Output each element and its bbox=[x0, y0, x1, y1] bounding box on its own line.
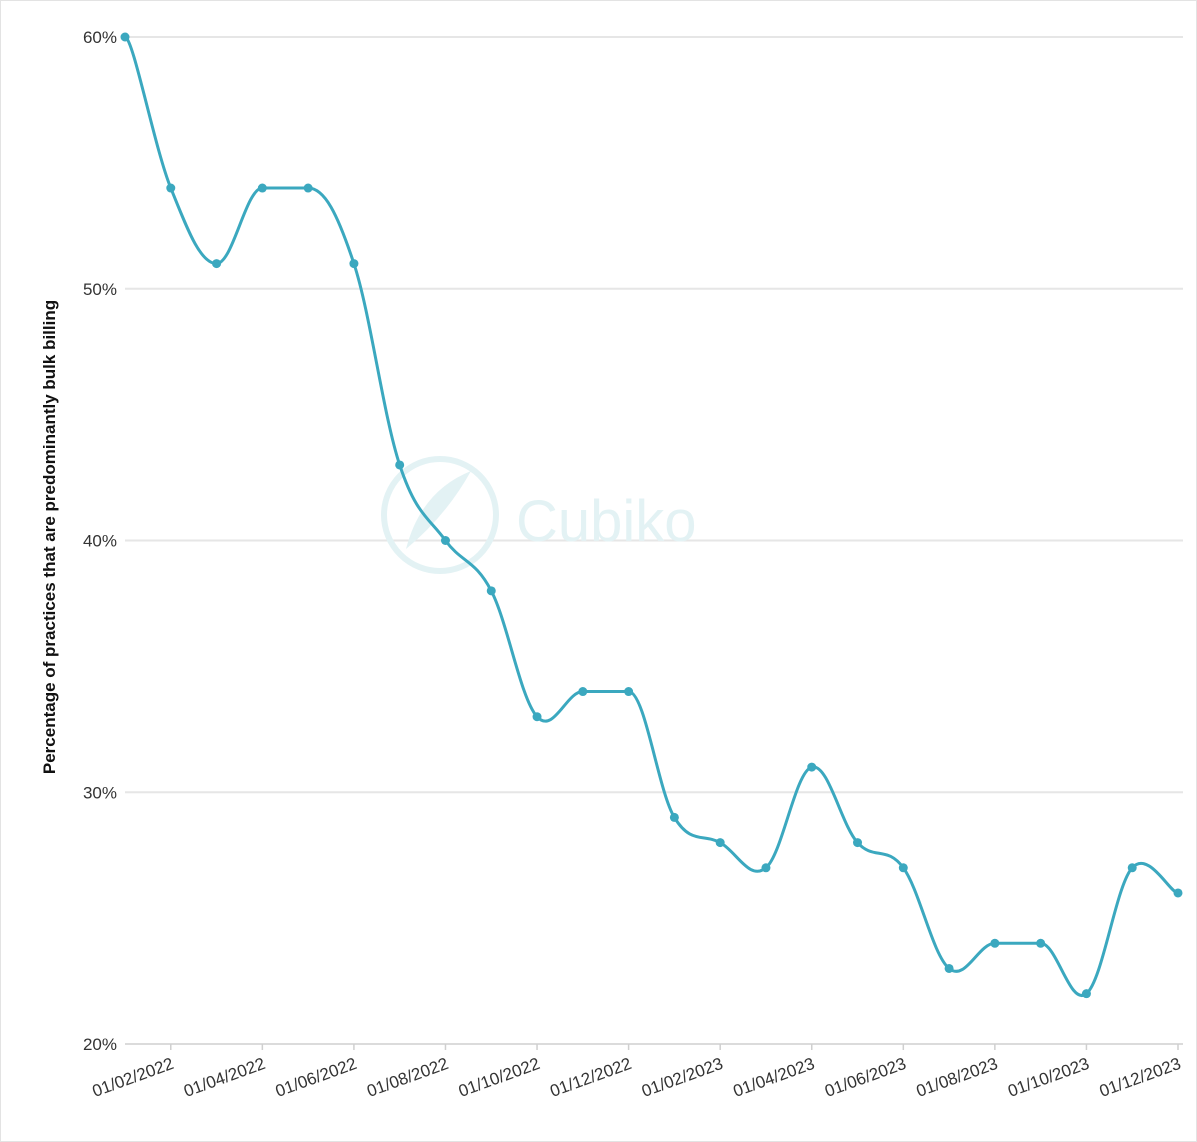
data-point[interactable] bbox=[440, 536, 450, 545]
data-point[interactable] bbox=[1036, 938, 1046, 948]
data-point[interactable] bbox=[257, 183, 267, 193]
watermark: Cubiko bbox=[381, 456, 697, 574]
data-point[interactable] bbox=[349, 259, 359, 269]
x-tick-label: 01/06/2022 bbox=[273, 1054, 359, 1101]
x-tick-label: 01/12/2022 bbox=[548, 1054, 634, 1101]
data-point[interactable] bbox=[486, 586, 496, 596]
x-tick-label: 01/08/2022 bbox=[364, 1054, 450, 1101]
data-point[interactable] bbox=[761, 863, 771, 873]
y-axis-label: Percentage of practices that are predomi… bbox=[40, 300, 59, 774]
data-point[interactable] bbox=[853, 838, 863, 848]
data-point[interactable] bbox=[1081, 989, 1091, 999]
x-tick-label: 01/12/2023 bbox=[1097, 1054, 1183, 1101]
y-tick-label: 50% bbox=[83, 280, 117, 299]
data-point[interactable] bbox=[990, 938, 1000, 948]
data-point[interactable] bbox=[120, 32, 130, 42]
y-tick-label: 60% bbox=[83, 28, 117, 47]
watermark-leaf-icon bbox=[406, 471, 471, 549]
data-point[interactable] bbox=[395, 460, 405, 470]
watermark-text: Cubiko bbox=[516, 489, 697, 554]
y-tick-label: 20% bbox=[83, 1035, 117, 1054]
data-point[interactable] bbox=[669, 812, 679, 822]
x-tick-label: 01/02/2023 bbox=[639, 1054, 725, 1101]
data-points bbox=[120, 32, 1183, 999]
data-point[interactable] bbox=[212, 259, 222, 269]
y-tick-label: 40% bbox=[83, 532, 117, 551]
data-point[interactable] bbox=[1173, 888, 1183, 898]
data-point[interactable] bbox=[532, 712, 542, 722]
data-point[interactable] bbox=[166, 183, 176, 193]
x-tick-labels: 01/02/2022 01/04/2022 01/06/2022 01/08/2022… bbox=[90, 1044, 1183, 1101]
y-tick-label: 30% bbox=[83, 783, 117, 802]
data-point[interactable] bbox=[944, 963, 954, 973]
x-tick-label: 01/06/2023 bbox=[822, 1054, 908, 1101]
watermark-logo-icon bbox=[381, 456, 499, 574]
data-point[interactable] bbox=[898, 863, 908, 873]
data-point[interactable] bbox=[715, 838, 725, 848]
data-point[interactable] bbox=[1127, 863, 1137, 873]
data-point[interactable] bbox=[578, 687, 588, 697]
data-point[interactable] bbox=[303, 183, 313, 193]
x-tick-label: 01/04/2022 bbox=[181, 1054, 267, 1101]
x-tick-label: 01/02/2022 bbox=[90, 1054, 176, 1101]
data-point[interactable] bbox=[807, 762, 817, 772]
x-tick-label: 01/10/2022 bbox=[456, 1054, 542, 1101]
data-point[interactable] bbox=[624, 687, 634, 697]
y-tick-labels: 20% 30% 40% 50% 60% bbox=[83, 28, 117, 1054]
x-tick-label: 01/04/2023 bbox=[731, 1054, 817, 1101]
grid-lines bbox=[125, 36, 1183, 794]
x-tick-label: 01/08/2023 bbox=[914, 1054, 1000, 1101]
x-tick-label: 01/10/2023 bbox=[1005, 1054, 1091, 1101]
